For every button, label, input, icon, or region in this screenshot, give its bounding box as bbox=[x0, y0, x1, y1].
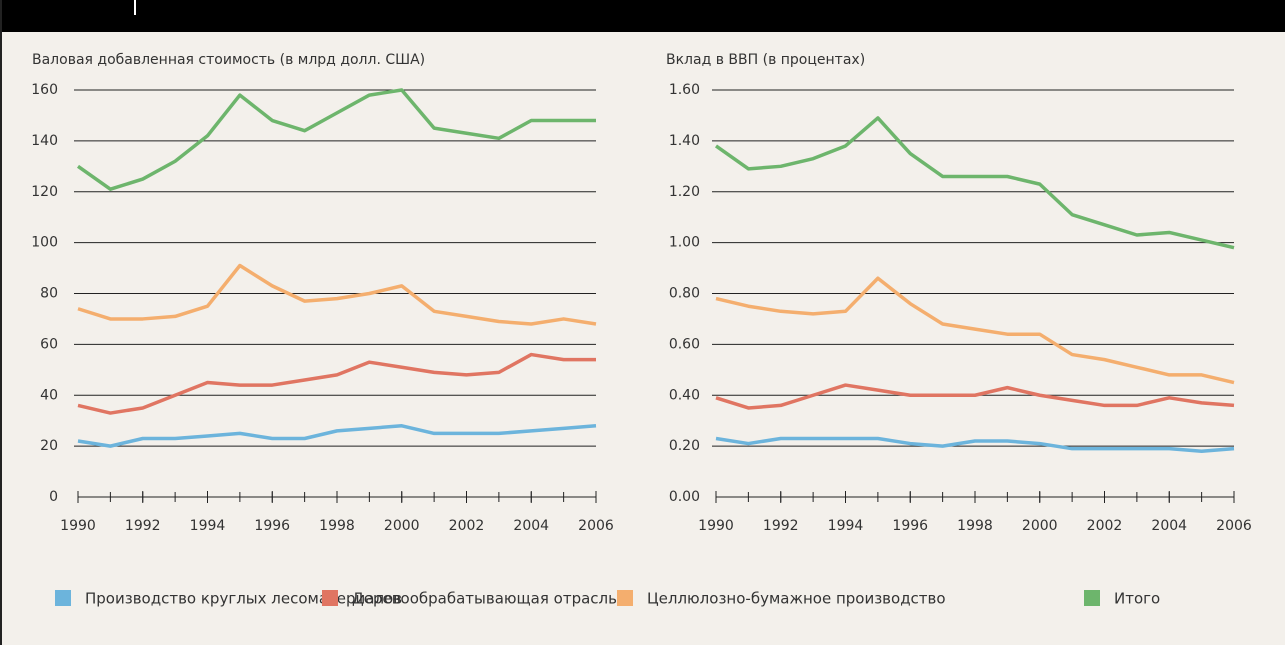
y-tick-label: 1.00 bbox=[669, 235, 700, 251]
series-line bbox=[76, 88, 596, 191]
y-tick-label: 160 bbox=[31, 82, 58, 98]
x-tick-label: 1994 bbox=[828, 518, 864, 534]
series-line bbox=[715, 436, 1235, 453]
x-tick-label: 2000 bbox=[384, 518, 420, 534]
x-tick-label: 2006 bbox=[578, 518, 614, 534]
series-line bbox=[715, 276, 1235, 385]
chart-title: Валовая добавленная стоимость (в млрд до… bbox=[32, 52, 425, 68]
y-tick-label: 0.40 bbox=[669, 387, 700, 403]
x-tick-label: 1996 bbox=[254, 518, 290, 534]
x-tick-label: 1996 bbox=[892, 518, 928, 534]
legend-swatch bbox=[617, 590, 633, 606]
y-tick-label: 0 bbox=[49, 489, 58, 505]
y-tick-label: 100 bbox=[31, 235, 58, 251]
x-tick-label: 1992 bbox=[763, 518, 799, 534]
legend-label: Целлюлозно-бумажное производство bbox=[647, 590, 946, 608]
legend-swatch bbox=[55, 590, 71, 606]
x-tick-label: 1990 bbox=[60, 518, 96, 534]
chart-title: Вклад в ВВП (в процентах) bbox=[666, 52, 865, 68]
y-tick-label: 1.60 bbox=[669, 82, 700, 98]
y-tick-label: 1.20 bbox=[669, 184, 700, 200]
x-tick-label: 1990 bbox=[698, 518, 734, 534]
x-tick-label: 2004 bbox=[513, 518, 549, 534]
x-tick-label: 1992 bbox=[125, 518, 161, 534]
legend-swatch bbox=[322, 590, 338, 606]
legend-swatch bbox=[1084, 590, 1100, 606]
legend-label: Итого bbox=[1114, 590, 1160, 608]
x-tick-label: 1998 bbox=[957, 518, 993, 534]
x-tick-label: 1998 bbox=[319, 518, 355, 534]
x-tick-label: 1994 bbox=[190, 518, 226, 534]
y-tick-label: 60 bbox=[40, 336, 58, 352]
series-line bbox=[714, 116, 1235, 250]
y-tick-label: 80 bbox=[40, 286, 58, 302]
series-line bbox=[77, 263, 597, 326]
x-tick-label: 2006 bbox=[1216, 518, 1252, 534]
series-line bbox=[715, 383, 1235, 410]
y-tick-label: 1.40 bbox=[669, 133, 700, 149]
y-tick-label: 0.60 bbox=[669, 336, 700, 352]
x-tick-label: 2002 bbox=[1087, 518, 1123, 534]
y-tick-label: 0.20 bbox=[669, 438, 700, 454]
x-tick-label: 2000 bbox=[1022, 518, 1058, 534]
x-tick-label: 2002 bbox=[449, 518, 485, 534]
y-tick-label: 120 bbox=[31, 184, 58, 200]
series-line bbox=[77, 424, 597, 448]
legend-label: Деревообрабатывающая отрасль bbox=[352, 590, 617, 608]
series-line bbox=[77, 352, 596, 415]
top-bar bbox=[0, 0, 1285, 32]
y-tick-label: 0.80 bbox=[669, 286, 700, 302]
y-tick-label: 140 bbox=[31, 133, 58, 149]
x-tick-label: 2004 bbox=[1151, 518, 1187, 534]
y-tick-label: 40 bbox=[40, 387, 58, 403]
y-tick-label: 0.00 bbox=[669, 489, 700, 505]
y-tick-label: 20 bbox=[40, 438, 58, 454]
